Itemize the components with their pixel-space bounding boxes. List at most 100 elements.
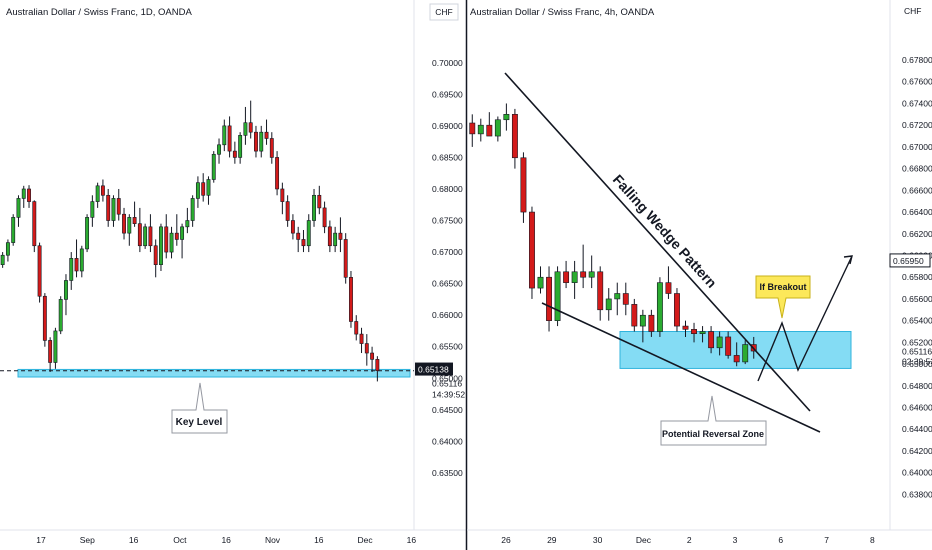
right-price-tick: 0.64800 — [902, 381, 932, 391]
left-candle — [0, 252, 5, 268]
left-candle — [238, 132, 243, 164]
left-candle — [106, 188, 111, 227]
left-price-tick: 0.64000 — [432, 436, 463, 446]
left-time-tick: Nov — [265, 535, 281, 545]
left-time-axis: 17 Sep 16 Oct 16 Nov 16 Dec 16 — [36, 535, 416, 545]
left-candle — [349, 271, 353, 328]
right-candle — [725, 331, 732, 359]
right-candle — [597, 266, 604, 321]
left-candle — [27, 185, 31, 208]
right-candle — [529, 206, 535, 299]
right-time-tick: 30 — [593, 535, 603, 545]
left-candle — [269, 132, 274, 164]
left-candle — [5, 239, 10, 262]
right-candle — [511, 108, 518, 169]
right-candle — [674, 288, 680, 332]
left-candle — [53, 327, 58, 369]
right-time-tick: 29 — [547, 535, 557, 545]
right-candle — [580, 244, 587, 289]
left-candle — [264, 119, 269, 145]
left-candle — [148, 214, 153, 253]
right-candle — [588, 255, 595, 289]
right-time-tick: 26 — [501, 535, 511, 545]
left-candle — [85, 214, 90, 253]
right-price-label: 0.65116 — [902, 346, 932, 356]
left-chart-title: Australian Dollar / Swiss Franc, 1D, OAN… — [6, 7, 192, 18]
svg-text:Key Level: Key Level — [176, 417, 223, 428]
right-candle — [554, 266, 561, 327]
left-candle — [90, 195, 95, 227]
left-candle — [364, 334, 369, 366]
right-price-tick: 0.64000 — [902, 468, 932, 478]
left-candle — [259, 125, 264, 158]
right-candle — [648, 309, 655, 337]
left-candle — [190, 195, 195, 227]
left-candle — [11, 214, 16, 246]
left-chart-panel[interactable]: 0.70000 0.69500 0.69000 0.68500 0.68000 0.675… — [0, 0, 466, 545]
left-candle — [290, 214, 295, 240]
left-candle — [227, 116, 232, 158]
left-currency-badge[interactable] — [429, 3, 459, 21]
right-time-tick: 7 — [824, 535, 829, 545]
left-candle — [206, 176, 211, 205]
left-time-tick: 16 — [314, 535, 324, 545]
reversal-zone — [619, 331, 852, 369]
right-countdown: 02:39:53 — [902, 356, 932, 366]
right-time-tick: 6 — [778, 535, 783, 545]
right-price-tick: 0.67800 — [902, 55, 932, 65]
left-time-tick: 16 — [129, 535, 139, 545]
left-candle — [74, 239, 79, 278]
breakout-path-arrow — [757, 255, 853, 382]
left-candle — [254, 125, 258, 158]
right-candle — [494, 116, 501, 142]
right-candle — [733, 342, 740, 367]
left-candle — [164, 214, 169, 259]
right-candle — [614, 282, 621, 316]
left-candle — [354, 315, 359, 341]
left-candle — [116, 188, 121, 221]
right-candle — [477, 118, 484, 142]
right-target-price-tag: 0.65950 — [889, 253, 931, 268]
left-candle — [69, 252, 74, 290]
right-candle — [716, 331, 723, 356]
left-candle — [159, 223, 163, 271]
left-price-tick: 0.65000 — [432, 373, 463, 383]
left-time-tick: 17 — [36, 535, 46, 545]
left-candle — [359, 327, 364, 354]
right-price-tick: 0.66800 — [902, 164, 932, 174]
left-candle — [370, 346, 375, 372]
left-price-tick: 0.69500 — [432, 89, 463, 99]
left-price-tick: 0.67500 — [432, 216, 463, 226]
left-price-tick: 0.68500 — [432, 152, 463, 162]
right-candle — [622, 282, 629, 316]
left-candle — [169, 226, 174, 259]
left-time-tick: Dec — [358, 535, 374, 545]
left-candle — [312, 188, 316, 227]
left-price-tick: 0.65500 — [432, 342, 463, 352]
left-candle — [79, 245, 84, 278]
right-time-tick: 3 — [733, 535, 738, 545]
left-candle — [201, 173, 206, 202]
left-time-tick: 16 — [407, 535, 417, 545]
right-candle — [520, 152, 527, 223]
left-price-tick: 0.70000 — [432, 58, 463, 68]
left-candle — [95, 182, 100, 208]
right-price-tick: 0.65400 — [902, 316, 932, 326]
left-currency-label: CHF — [435, 7, 452, 17]
wedge-upper-line — [504, 72, 811, 412]
left-price-tick: 0.69000 — [432, 121, 463, 131]
right-price-tick: 0.67200 — [902, 120, 932, 130]
left-countdown: 14:39:52 — [432, 390, 465, 400]
wedge-lower-line — [541, 302, 821, 433]
left-candle — [132, 201, 137, 227]
left-candles — [0, 100, 380, 382]
left-candle — [275, 151, 280, 196]
left-candle — [306, 214, 311, 253]
right-price-tick: 0.65600 — [902, 294, 932, 304]
left-price-tick: 0.64500 — [432, 405, 463, 415]
right-candle — [571, 260, 578, 299]
right-price-tick: 0.66400 — [902, 207, 932, 217]
right-price-tick: 0.67600 — [902, 77, 932, 87]
left-candle — [137, 207, 142, 253]
